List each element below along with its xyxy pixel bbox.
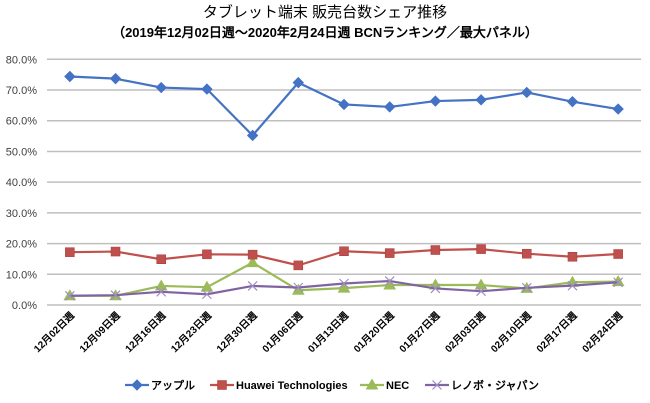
- chart-title: タブレット端末 販売台数シェア推移: [203, 3, 447, 21]
- data-point: [337, 281, 351, 293]
- data-point: [65, 247, 75, 257]
- y-tick-label: 60.0%: [6, 116, 37, 128]
- data-point: [201, 83, 213, 95]
- y-tick-label: 50.0%: [6, 146, 37, 158]
- data-point: [566, 95, 579, 108]
- data-point: [430, 245, 441, 255]
- x-tick-label: 01月06日週: [260, 310, 305, 355]
- data-point: [613, 249, 623, 259]
- data-point: [339, 246, 349, 257]
- data-point: [200, 280, 214, 292]
- data-point: [110, 290, 121, 301]
- legend-marker: [432, 380, 442, 390]
- data-point: [475, 94, 487, 106]
- x-tick-label: 12月30日週: [214, 310, 259, 355]
- x-tick-label: 12月16日週: [123, 310, 168, 355]
- data-point: [339, 278, 349, 289]
- legend-label: NEC: [386, 380, 409, 392]
- x-tick-label: 01月27日週: [397, 310, 442, 355]
- y-tick-label: 10.0%: [6, 269, 37, 281]
- series-1: [65, 244, 623, 271]
- data-point: [64, 290, 75, 301]
- legend-item: アップル: [125, 378, 195, 392]
- data-point: [567, 252, 578, 262]
- data-point: [383, 101, 396, 113]
- x-axis-ticks: 12月02日週 12月09日週 12月16日週 12月23日週 12月30日週 01月06…: [32, 310, 626, 355]
- data-point: [476, 286, 487, 297]
- data-point: [567, 280, 578, 291]
- legend-label: Huawei Technologies: [236, 380, 348, 392]
- legend-label: レノボ・ジャパン: [451, 378, 539, 392]
- series-group: [63, 70, 625, 301]
- data-point: [612, 103, 624, 115]
- data-point: [384, 276, 395, 286]
- legend-item: レノボ・ジャパン: [425, 378, 539, 392]
- data-point: [109, 72, 122, 85]
- data-point: [521, 86, 533, 99]
- x-tick-label: 02月10日週: [488, 310, 533, 355]
- data-point: [613, 277, 624, 288]
- data-point: [293, 260, 304, 271]
- legend-item: NEC: [360, 378, 409, 392]
- data-point: [384, 248, 395, 258]
- x-tick-label: 02月17日週: [534, 310, 579, 355]
- chart-subtitle: （2019年12月02日週～2020年2月24日週 BCNランキング／最大パネル…: [112, 25, 538, 40]
- x-tick-label: 12月23日週: [169, 310, 214, 355]
- data-point: [522, 248, 532, 259]
- x-tick-label: 02月03日週: [443, 310, 488, 355]
- data-point: [476, 244, 486, 254]
- x-tick-label: 01月13日週: [306, 310, 351, 355]
- data-point: [293, 282, 304, 293]
- data-point: [156, 254, 166, 264]
- data-point: [338, 98, 350, 111]
- series-0: [64, 70, 624, 142]
- data-point: [110, 246, 121, 257]
- y-tick-label: 0.0%: [12, 300, 37, 312]
- x-tick-label: 12月02日週: [32, 310, 77, 355]
- data-point: [246, 129, 259, 142]
- y-tick-label: 70.0%: [6, 85, 37, 97]
- data-point: [156, 286, 167, 297]
- legend-marker: [217, 380, 227, 390]
- data-point: [155, 81, 167, 94]
- data-point: [429, 95, 442, 107]
- legend-label: アップル: [151, 378, 195, 392]
- data-point: [474, 278, 488, 290]
- legend-item: Huawei Technologies: [210, 380, 348, 392]
- data-point: [246, 256, 259, 268]
- data-point: [201, 289, 212, 300]
- x-tick-label: 01月20日週: [351, 310, 396, 355]
- legend: アップル Huawei Technologies NEC レノボ・ジャパン: [125, 378, 539, 392]
- series-3: [64, 276, 624, 301]
- x-tick-label: 12月09日週: [77, 310, 122, 355]
- legend-marker: [365, 378, 379, 390]
- y-tick-label: 40.0%: [6, 177, 37, 189]
- data-point: [247, 249, 258, 260]
- x-tick-label: 02月24日週: [580, 310, 625, 355]
- data-point: [202, 249, 212, 260]
- gridlines: [47, 58, 641, 306]
- data-point: [521, 282, 532, 293]
- data-point: [64, 70, 76, 83]
- data-point: [247, 281, 258, 291]
- y-axis-ticks: 0.0% 10.0% 20.0% 30.0% 40.0% 50.0% 60.0% 70.0% 8…: [6, 54, 37, 312]
- y-tick-label: 30.0%: [6, 208, 37, 220]
- data-point: [430, 283, 441, 294]
- y-tick-label: 80.0%: [6, 54, 37, 66]
- data-point: [154, 279, 168, 291]
- y-tick-label: 20.0%: [6, 239, 37, 251]
- legend-marker: [131, 379, 143, 391]
- data-point: [292, 76, 305, 89]
